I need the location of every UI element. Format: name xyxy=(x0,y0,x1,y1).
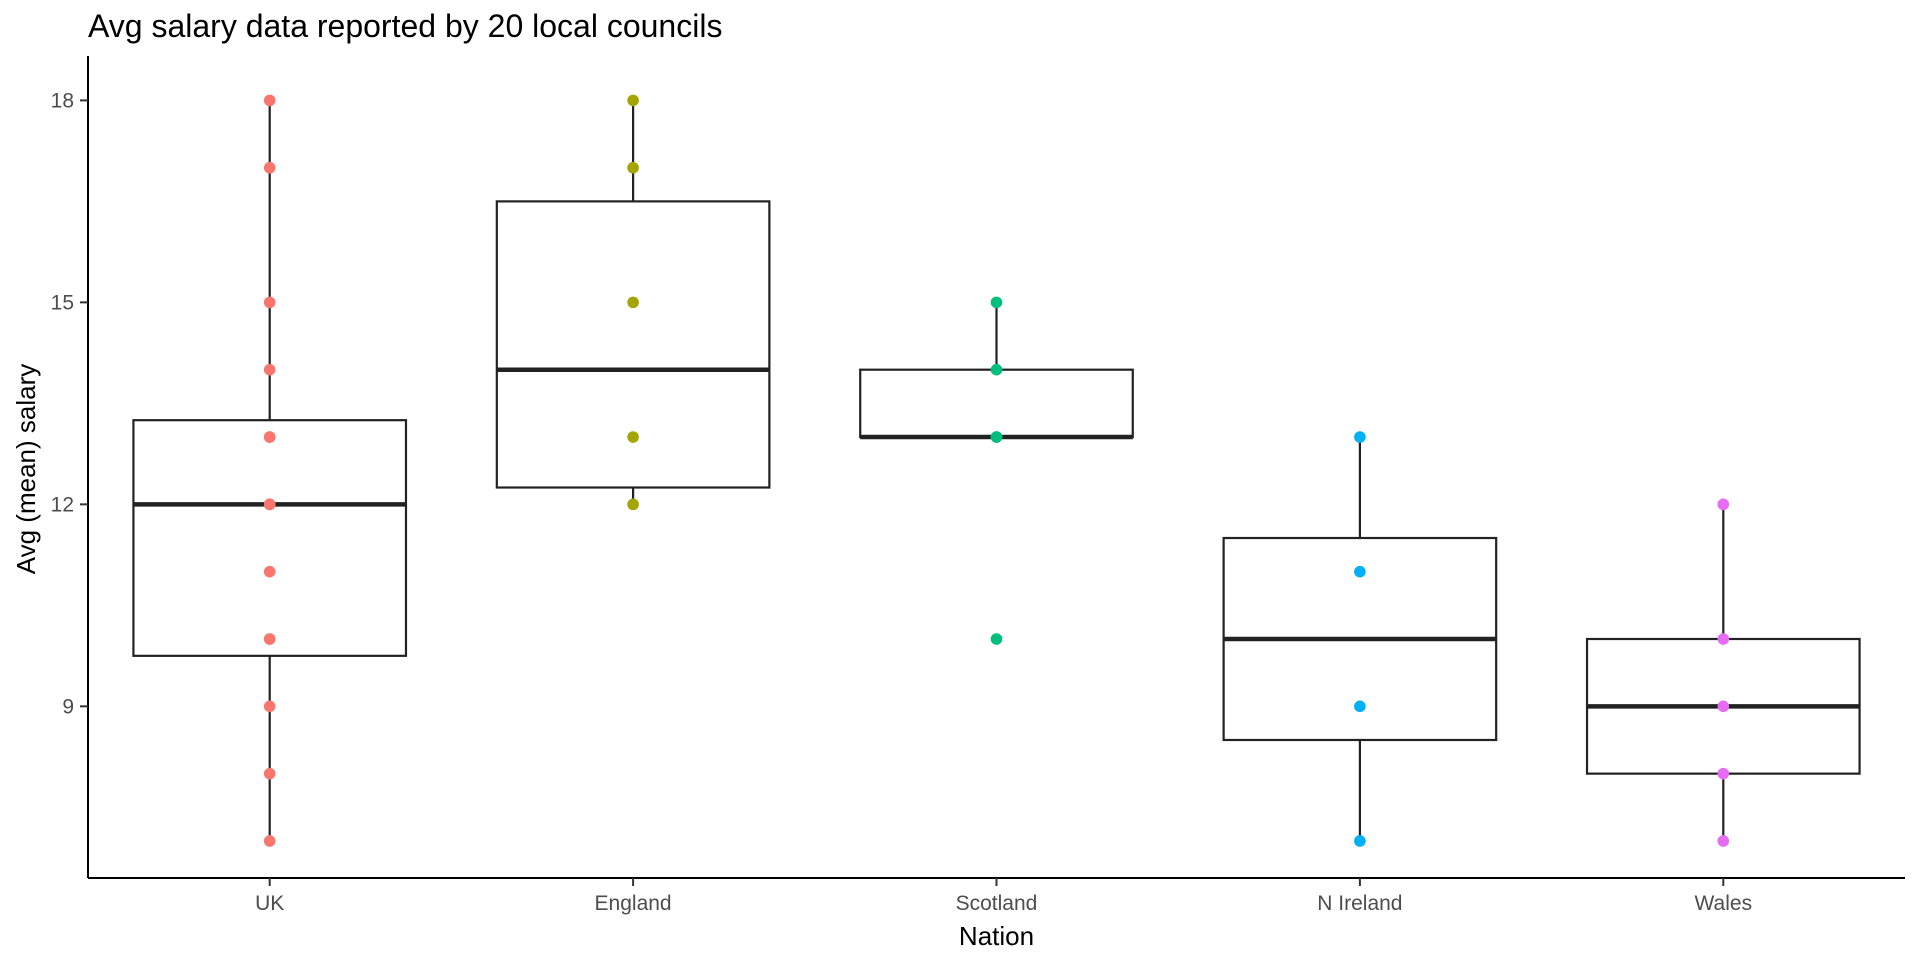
data-point-uk xyxy=(263,565,276,578)
data-point-uk xyxy=(263,431,276,443)
box-england xyxy=(495,200,771,489)
data-point-uk xyxy=(263,498,276,511)
data-point-wales xyxy=(1717,700,1730,713)
data-point-uk xyxy=(263,363,276,376)
y-tick-label: 12 xyxy=(51,493,74,516)
y-tick-label: 15 xyxy=(51,291,74,314)
data-point-wales xyxy=(1717,767,1730,780)
box-uk xyxy=(132,419,408,657)
data-point-uk xyxy=(263,296,276,309)
box-group-england xyxy=(495,94,771,511)
data-point-uk xyxy=(263,835,276,847)
data-point-england xyxy=(627,498,639,511)
x-axis-ticks: UK England Scotland N Ireland Wales xyxy=(255,878,1752,915)
plot-marks xyxy=(132,94,1861,847)
x-tick-label: Wales xyxy=(1695,892,1753,915)
data-point-scotland xyxy=(990,363,1003,376)
data-point-n-ireland xyxy=(1354,565,1366,578)
data-point-scotland xyxy=(990,296,1003,309)
x-tick-label: England xyxy=(595,892,672,915)
data-point-england xyxy=(627,161,639,174)
data-point-england xyxy=(627,94,639,107)
data-point-england xyxy=(627,431,639,443)
x-tick-label: UK xyxy=(255,892,284,915)
data-point-uk xyxy=(263,700,276,713)
box-group-uk xyxy=(132,94,408,847)
data-point-scotland xyxy=(990,633,1003,645)
y-tick-label: 18 xyxy=(51,89,74,112)
data-point-wales xyxy=(1717,633,1730,645)
data-point-uk xyxy=(263,161,276,174)
y-axis-title: Avg (mean) salary xyxy=(11,364,41,575)
x-tick-label: N Ireland xyxy=(1317,892,1402,915)
box-group-scotland xyxy=(859,296,1134,645)
data-point-n-ireland xyxy=(1354,835,1366,847)
data-point-uk xyxy=(263,633,276,645)
x-tick-label: Scotland xyxy=(956,892,1038,915)
x-axis-title: Nation xyxy=(959,921,1034,951)
data-point-uk xyxy=(263,767,276,780)
box-group-n-ireland xyxy=(1222,431,1498,847)
data-point-uk xyxy=(263,94,276,107)
data-point-wales xyxy=(1717,835,1730,847)
data-point-wales xyxy=(1717,498,1730,511)
y-tick-label: 9 xyxy=(62,695,74,718)
y-axis-ticks: 9 12 15 18 xyxy=(51,89,88,718)
data-point-england xyxy=(627,296,639,309)
data-point-scotland xyxy=(990,431,1003,443)
box-group-wales xyxy=(1585,498,1861,847)
chart-title: Avg salary data reported by 20 local cou… xyxy=(88,8,723,44)
data-point-n-ireland xyxy=(1354,700,1366,713)
box-scotland xyxy=(859,368,1134,439)
data-point-n-ireland xyxy=(1354,431,1366,443)
